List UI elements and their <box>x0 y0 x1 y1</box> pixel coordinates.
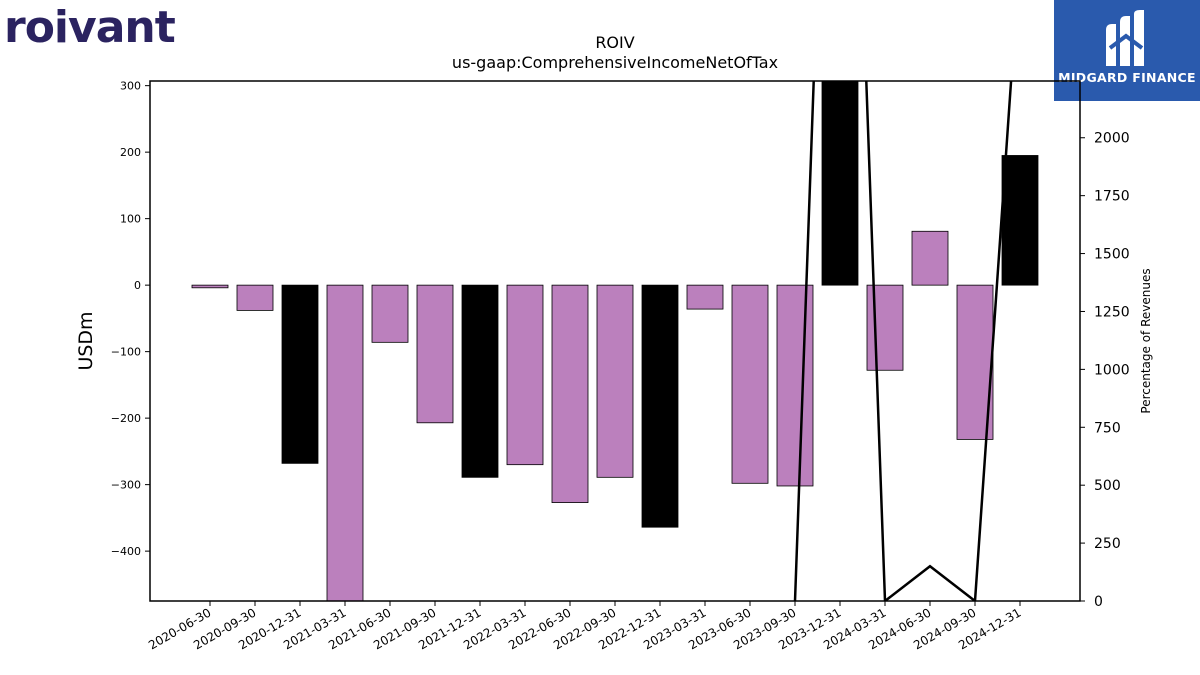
bar <box>191 284 229 289</box>
y-axis-label: USDm <box>75 311 97 370</box>
y2-tick-label: 1250 <box>1094 304 1130 320</box>
bar <box>911 230 949 286</box>
y2-tick-label: 250 <box>1094 536 1121 552</box>
bar <box>281 284 319 464</box>
y-axis-left: −400 −300 −200 −100 0 100 200 300 <box>111 80 150 558</box>
y-tick-label: −100 <box>111 346 141 359</box>
bars-group <box>191 81 1039 601</box>
bar <box>731 284 769 484</box>
y2-tick-label: 1750 <box>1094 189 1130 205</box>
bar <box>866 284 904 371</box>
y-tick-label: 100 <box>120 213 141 226</box>
y-tick-label: 200 <box>120 146 141 159</box>
midgard-finance-logo: MIDGARD FINANCE <box>1054 0 1200 101</box>
y2-tick-label: 500 <box>1094 478 1121 494</box>
y-tick-label: 300 <box>120 80 141 93</box>
bar <box>1001 155 1039 286</box>
y2-tick-label: 1500 <box>1094 247 1130 263</box>
y2-tick-label: 1000 <box>1094 362 1130 378</box>
y-axis-right: 0 250 500 750 1000 1250 1500 1750 2000 <box>1080 131 1130 610</box>
y2-tick-label: 0 <box>1094 594 1103 610</box>
y-tick-label: −200 <box>111 412 141 425</box>
y-tick-label: 0 <box>134 279 141 292</box>
bar <box>776 284 814 487</box>
chart-subtitle: us-gaap:ComprehensiveIncomeNetOfTax <box>452 53 778 72</box>
y2-axis-label: Percentage of Revenues <box>1139 268 1153 413</box>
bar <box>686 284 724 310</box>
bar <box>821 81 859 286</box>
midgard-emblem-icon <box>1106 10 1144 66</box>
bar <box>596 284 634 478</box>
y2-tick-label: 750 <box>1094 420 1121 436</box>
bar <box>416 284 454 424</box>
x-axis: 2020-06-302020-09-302020-12-312021-03-31… <box>146 601 1024 652</box>
midgard-brand-text: MIDGARD FINANCE <box>1058 70 1196 85</box>
bar <box>236 284 274 311</box>
bar <box>641 284 679 528</box>
bar <box>551 284 589 503</box>
percentage-line <box>793 81 1013 601</box>
line-layer <box>793 81 1013 601</box>
y2-tick-label: 2000 <box>1094 131 1130 147</box>
roivant-logo: roivant <box>4 2 176 53</box>
bar <box>371 284 409 343</box>
bar <box>461 284 499 478</box>
bar <box>326 284 364 601</box>
y-tick-label: −400 <box>111 545 141 558</box>
chart-title: ROIV <box>595 33 634 52</box>
bar <box>506 284 544 466</box>
y-tick-label: −300 <box>111 479 141 492</box>
